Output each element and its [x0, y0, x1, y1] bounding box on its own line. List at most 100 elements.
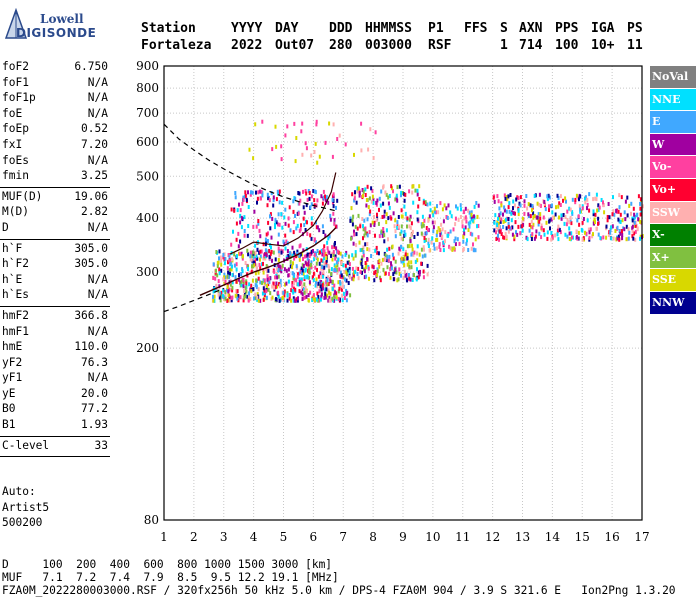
echo-point	[410, 265, 413, 270]
echo-point	[344, 252, 347, 257]
echo-point	[330, 272, 333, 276]
echo-point	[246, 233, 249, 238]
echo-point	[463, 216, 466, 221]
echo-point	[327, 275, 330, 280]
echo-point	[527, 212, 530, 217]
echo-point	[386, 255, 389, 260]
echo-point	[334, 224, 337, 229]
echo-point	[298, 257, 301, 262]
echo-point	[382, 201, 385, 206]
echo-point	[223, 252, 226, 257]
echo-point	[251, 264, 253, 269]
echo-point	[542, 215, 545, 220]
echo-point	[375, 217, 378, 222]
y-tick-label: 80	[144, 513, 159, 527]
legend-sse: SSE	[650, 269, 696, 291]
legend-noval: NoVal	[650, 66, 696, 88]
echo-point	[514, 220, 517, 225]
echo-point	[571, 235, 573, 240]
echo-point	[564, 215, 567, 219]
echo-point	[280, 269, 283, 274]
echo-point	[213, 294, 216, 299]
echo-point	[612, 209, 615, 214]
echo-point	[492, 195, 495, 200]
echo-point	[507, 229, 510, 234]
echo-point	[415, 277, 418, 282]
echo-point	[281, 225, 284, 230]
echo-point	[235, 237, 238, 242]
echo-point	[271, 147, 274, 152]
echo-point	[398, 271, 401, 276]
echo-point	[267, 231, 269, 236]
echo-point	[227, 260, 229, 265]
x-tick-label: 17	[634, 530, 649, 544]
echo-point	[276, 189, 279, 194]
echo-point	[245, 279, 248, 284]
echo-point	[303, 275, 306, 280]
echo-point	[418, 252, 421, 257]
echo-point	[639, 206, 642, 211]
echo-point	[304, 260, 307, 265]
echo-point	[528, 228, 531, 233]
echo-point	[364, 265, 367, 270]
echo-point	[560, 216, 563, 221]
echo-point	[215, 283, 218, 288]
echo-point	[254, 256, 257, 261]
echo-point	[262, 242, 265, 247]
echo-point	[373, 220, 376, 225]
echo-point	[449, 229, 452, 234]
echo-point	[308, 254, 311, 259]
echo-point	[332, 122, 335, 127]
echo-point	[404, 211, 407, 216]
header-value-2: Out07	[275, 38, 315, 53]
echo-point	[606, 215, 609, 219]
echo-point	[428, 248, 431, 253]
echo-point	[236, 296, 239, 301]
echo-point	[235, 289, 238, 294]
echo-point	[502, 225, 505, 229]
echo-point	[342, 275, 345, 280]
echo-point	[529, 203, 532, 208]
echo-point	[404, 232, 407, 237]
echo-point	[324, 291, 327, 296]
echo-point	[326, 293, 329, 298]
echo-point	[579, 194, 582, 199]
echo-point	[278, 222, 281, 227]
echo-point	[392, 277, 395, 282]
echo-point	[418, 272, 421, 277]
echo-point	[426, 202, 429, 207]
echo-point	[405, 249, 407, 254]
param-yf2: yF2 76.3	[0, 356, 110, 372]
echo-point	[241, 267, 244, 272]
echo-point	[546, 194, 549, 199]
echo-point	[594, 220, 596, 225]
echo-point	[224, 292, 227, 297]
echo-point	[453, 246, 456, 251]
echo-point	[263, 293, 266, 298]
echo-point	[442, 248, 445, 253]
echo-point	[309, 233, 312, 238]
header-value-1: 2022	[231, 38, 263, 53]
echo-point	[258, 250, 261, 255]
echo-point	[536, 201, 539, 206]
echo-point	[295, 254, 298, 259]
echo-point	[310, 216, 313, 221]
echo-point	[295, 264, 298, 269]
echo-point	[269, 243, 271, 248]
echo-point	[426, 227, 429, 232]
echo-point	[261, 119, 264, 124]
echo-point	[421, 214, 424, 219]
echo-point	[420, 222, 423, 227]
echo-point	[243, 289, 245, 293]
x-tick-label: 14	[545, 530, 561, 544]
echo-point	[258, 228, 261, 233]
echo-point	[324, 194, 326, 199]
echo-point	[214, 287, 217, 292]
echo-points	[211, 119, 644, 303]
echo-point	[370, 254, 373, 258]
echo-point	[300, 266, 303, 271]
echo-point	[388, 271, 390, 276]
echo-point	[321, 283, 324, 288]
echo-point	[351, 276, 354, 281]
